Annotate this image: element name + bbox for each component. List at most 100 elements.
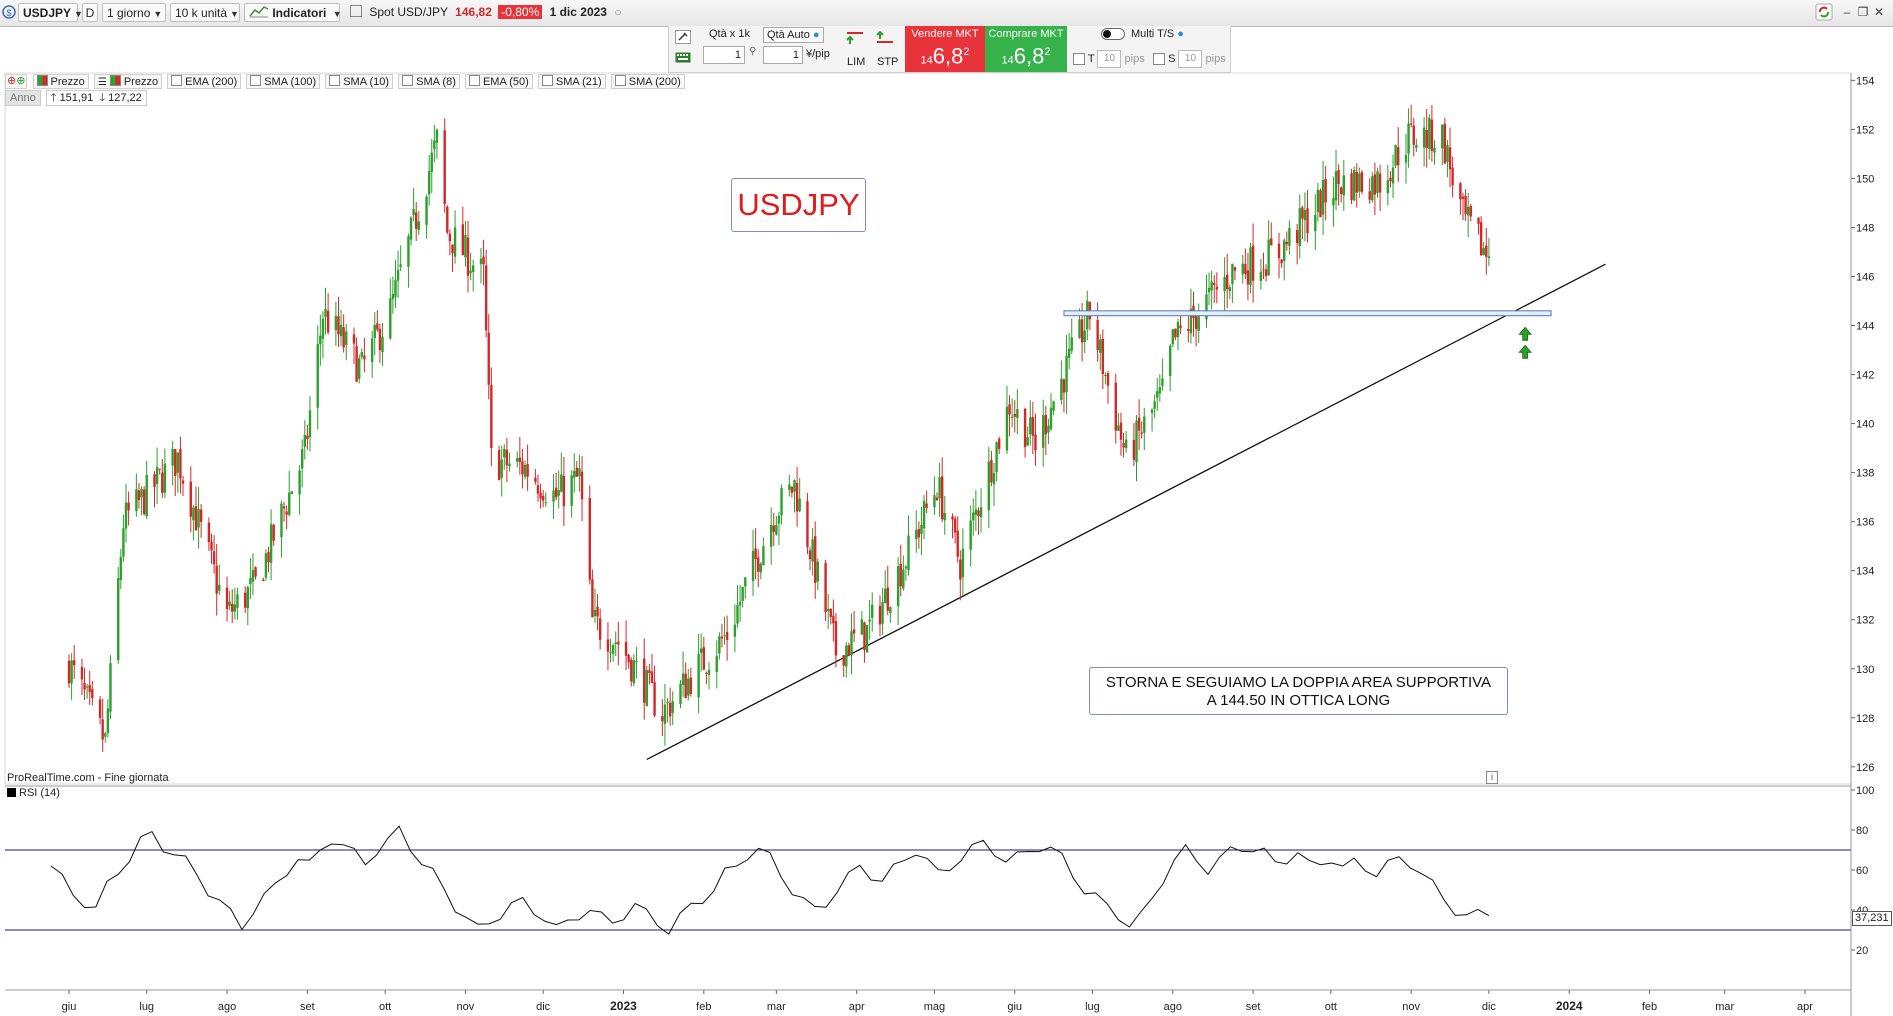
- legend-item-ema200[interactable]: EMA (200): [167, 74, 242, 89]
- candle-body: [1241, 263, 1244, 275]
- legend-item-sma10[interactable]: SMA (10): [325, 74, 394, 89]
- pip-input[interactable]: 1: [763, 46, 803, 64]
- support-zone-rect[interactable]: [1063, 310, 1552, 317]
- candle-body: [889, 607, 892, 613]
- candle: [720, 623, 724, 648]
- candle-body: [534, 477, 537, 482]
- candle-body: [412, 208, 415, 216]
- period-dropdown[interactable]: 1 giorno ▼: [102, 3, 166, 22]
- candle: [117, 566, 120, 664]
- multi-ts-toggle[interactable]: [1101, 28, 1125, 41]
- candle: [736, 585, 739, 628]
- candle-body: [523, 464, 527, 477]
- candle-body: [1096, 320, 1099, 350]
- legend-tools[interactable]: ⊕⊕: [5, 74, 28, 89]
- candle: [376, 310, 379, 332]
- legend-item-price[interactable]: Prezzo: [32, 74, 89, 89]
- candle: [72, 645, 76, 680]
- keyboard-icon[interactable]: [675, 50, 691, 67]
- candle-body: [780, 488, 783, 516]
- candle: [1464, 189, 1467, 221]
- candle: [269, 509, 273, 580]
- candle-body: [122, 528, 125, 557]
- period-anno-button[interactable]: Anno: [5, 90, 41, 106]
- units-dropdown[interactable]: 10 k unità ▼: [170, 3, 240, 22]
- candle-body: [552, 490, 555, 502]
- candle-body: [754, 548, 757, 560]
- legend-item-sma100[interactable]: SMA (100): [246, 74, 321, 89]
- target-checkbox[interactable]: [1073, 53, 1085, 65]
- candle: [593, 588, 597, 623]
- chart-title-box[interactable]: USDJPY: [731, 178, 866, 232]
- instrument-icon[interactable]: $: [2, 3, 16, 22]
- target-option[interactable]: T 10 pips: [1073, 50, 1145, 68]
- legend-item-sma8[interactable]: SMA (8): [398, 74, 460, 89]
- candle: [1246, 252, 1250, 301]
- candle-body: [109, 663, 112, 712]
- candle-body: [1404, 154, 1408, 163]
- candle-body: [974, 509, 978, 515]
- support-zone[interactable]: [1063, 310, 1552, 317]
- candle: [272, 523, 275, 546]
- stop-option[interactable]: S 10 pips: [1153, 50, 1226, 68]
- d-button[interactable]: D: [82, 3, 98, 22]
- restore-icon[interactable]: ❐: [1857, 5, 1869, 19]
- candle: [759, 562, 763, 580]
- candle-body: [433, 140, 436, 150]
- legend-item-ema50[interactable]: EMA (50): [464, 74, 533, 89]
- candle-body: [298, 470, 301, 495]
- candle: [915, 510, 918, 553]
- stop-pips-input[interactable]: 10: [1178, 50, 1203, 68]
- buy-market-button[interactable]: Comprare MKT 146,82: [985, 26, 1067, 72]
- candle-body: [189, 481, 192, 517]
- legend-item-sma200[interactable]: SMA (200): [610, 74, 685, 89]
- time-axis-label: giu: [1007, 1001, 1022, 1013]
- target-pips-input[interactable]: 10: [1097, 50, 1122, 68]
- candle-body: [464, 235, 467, 258]
- stop-checkbox[interactable]: [1153, 53, 1165, 65]
- candle: [624, 620, 628, 671]
- refresh-icon[interactable]: [1814, 3, 1834, 22]
- candle: [702, 636, 706, 670]
- candle: [192, 505, 195, 541]
- candle-body: [91, 689, 94, 699]
- candle: [1241, 254, 1244, 284]
- analysis-note-box[interactable]: STORNA E SEGUIAMO LA DOPPIA AREA SUPPORT…: [1089, 667, 1508, 715]
- range-row: Anno 🡑 151,91 🡓 127,22: [5, 90, 147, 106]
- stop-icon[interactable]: [875, 28, 895, 51]
- candle: [1412, 117, 1415, 157]
- candle-body: [1295, 230, 1299, 244]
- close-icon[interactable]: ✕: [1873, 5, 1885, 19]
- price-axis[interactable]: 126 128 130 132 134 136 138 140 142 144 146 148 150 1…: [1851, 75, 1874, 774]
- candle-body: [269, 524, 273, 563]
- support-trendline[interactable]: [646, 263, 1606, 761]
- buy-label: Comprare MKT: [988, 28, 1064, 40]
- candle: [523, 460, 527, 480]
- time-axis-label: feb: [696, 1001, 711, 1013]
- candle: [425, 194, 428, 239]
- trendline[interactable]: [646, 263, 1606, 761]
- qty-auto-button[interactable]: Qtà Auto ●: [763, 27, 824, 43]
- info-icon[interactable]: i: [1486, 771, 1498, 784]
- qty-input[interactable]: 1: [703, 46, 745, 64]
- time-axis[interactable]: giu lug ago set ott nov dic 2023 feb mar apr mag giu…: [62, 990, 1814, 1013]
- legend-item-sma21[interactable]: SMA (21): [537, 74, 606, 89]
- candle-body: [231, 603, 234, 612]
- limit-icon[interactable]: [845, 28, 865, 51]
- minimize-icon[interactable]: –: [1843, 5, 1851, 19]
- chevron-down-icon: ▼: [332, 9, 342, 20]
- candle-body: [707, 669, 711, 675]
- candle-body: [490, 385, 493, 448]
- symbol-dropdown[interactable]: USDJPY ▼: [18, 3, 83, 22]
- candle: [741, 586, 744, 608]
- rsi-legend[interactable]: RSI (14): [7, 787, 60, 799]
- candle: [409, 216, 413, 246]
- settings-icon[interactable]: [675, 30, 691, 47]
- candle-body: [391, 293, 395, 300]
- link-icon[interactable]: ⚲: [749, 46, 757, 57]
- legend-item-price-list[interactable]: ☰ Prezzo: [93, 74, 163, 89]
- candle: [1062, 378, 1066, 413]
- indicators-button[interactable]: Indicatori ▼: [244, 3, 342, 22]
- sell-market-button[interactable]: Vendere MKT 146,82: [905, 26, 985, 72]
